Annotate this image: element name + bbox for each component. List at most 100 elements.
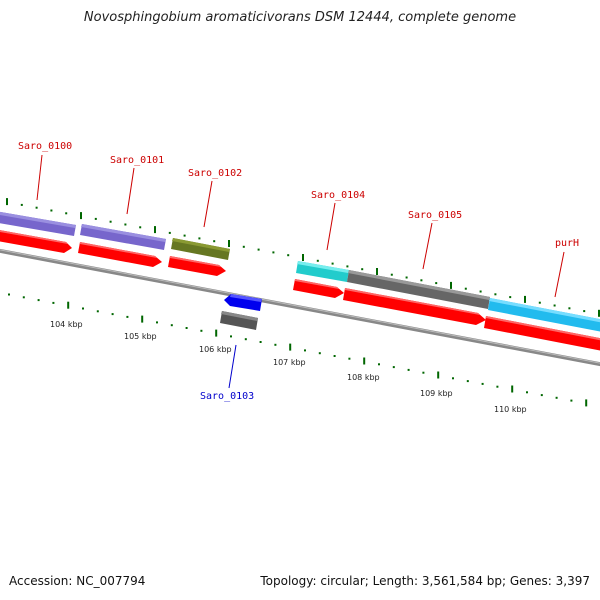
inner-tick-34 — [511, 385, 514, 393]
gene-label-purh[interactable]: purH — [555, 238, 579, 249]
outer-tick-7 — [109, 220, 112, 223]
outer-tick-0 — [6, 198, 8, 206]
inner-tick-36 — [540, 394, 543, 397]
outer-tick-13 — [198, 237, 201, 240]
outer-tick-33 — [494, 293, 497, 296]
outer-tick-1 — [20, 203, 23, 206]
inner-tick-9 — [141, 315, 144, 323]
gene-feature-6[interactable] — [484, 298, 600, 352]
gene-feature-4[interactable] — [293, 261, 349, 298]
gene-feature-1[interactable] — [78, 224, 166, 267]
gene-feature-5[interactable] — [343, 270, 490, 325]
cds-3-highlight — [230, 294, 262, 302]
inner-tick-17 — [259, 341, 262, 343]
outer-tick-38 — [568, 307, 571, 310]
outer-tick-30 — [450, 281, 452, 289]
gene-feature-0[interactable] — [0, 211, 76, 253]
cds-2-arrow — [168, 256, 226, 276]
inner-tick-5 — [82, 307, 84, 310]
cds-4-highlight — [295, 279, 339, 289]
inner-tick-12 — [185, 327, 188, 329]
kbp-label-108: 108 kbp — [347, 373, 380, 382]
inner-tick-20 — [304, 349, 306, 352]
gene-1-bar-highlight — [81, 224, 166, 242]
outer-tick-28 — [420, 279, 423, 282]
leader-line-saro-0105 — [422, 222, 433, 270]
outer-tick-6 — [94, 217, 97, 220]
gene-label-saro-0101[interactable]: Saro_0101 — [110, 155, 164, 166]
outer-tick-21 — [316, 259, 319, 262]
kbp-label-105: 105 kbp — [124, 332, 157, 341]
gene-5-bar — [347, 270, 490, 309]
outer-tick-32 — [479, 290, 482, 293]
outer-tick-24 — [361, 268, 364, 271]
inner-tick-3 — [52, 301, 55, 304]
gene-3-bar — [220, 311, 258, 330]
outer-tick-10 — [154, 226, 156, 234]
inner-tick-28 — [422, 371, 425, 374]
outer-tick-17 — [257, 248, 260, 251]
gene-label-saro-0103[interactable]: Saro_0103 — [200, 391, 254, 402]
inner-tick-16 — [244, 338, 247, 341]
gene-feature-3[interactable] — [220, 294, 262, 330]
outer-tick-5 — [80, 212, 82, 220]
inner-tick-33 — [496, 385, 499, 388]
gene-label-saro-0104[interactable]: Saro_0104 — [311, 190, 365, 201]
gene-label-leaders — [36, 154, 565, 389]
inner-tick-13 — [200, 329, 203, 332]
inner-tick-24 — [363, 357, 366, 365]
cds-6-highlight — [486, 316, 600, 341]
gene-4-bar — [296, 261, 349, 282]
cds-5-highlight — [345, 288, 480, 315]
kbp-label-104: 104 kbp — [50, 320, 83, 329]
outer-tick-31 — [464, 287, 467, 290]
gene-label-saro-0102[interactable]: Saro_0102 — [188, 168, 242, 179]
inner-tick-38 — [570, 399, 573, 402]
inner-tick-30 — [452, 377, 454, 380]
gene-3-bar-highlight — [221, 311, 258, 321]
inner-tick-31 — [466, 380, 469, 383]
outer-tick-36 — [538, 301, 541, 304]
outer-tick-37 — [553, 304, 556, 307]
outer-tick-track — [6, 198, 600, 317]
genome-backbone-highlight — [0, 249, 600, 364]
inner-tick-14 — [215, 329, 218, 337]
leader-line-saro-0102 — [203, 180, 213, 228]
inner-tick-23 — [348, 357, 351, 360]
gene-label-saro-0105[interactable]: Saro_0105 — [408, 210, 462, 221]
inner-tick-15 — [230, 335, 232, 338]
gene-0-bar-highlight — [0, 211, 76, 228]
inner-tick-7 — [111, 313, 114, 316]
cds-1-arrow — [78, 242, 162, 267]
leader-line-saro-0103 — [228, 344, 237, 389]
kbp-label-110: 110 kbp — [494, 405, 527, 414]
gene-6-bar — [488, 298, 600, 332]
inner-tick-11 — [170, 324, 173, 327]
inner-tick-29 — [437, 371, 440, 379]
gene-label-saro-0100[interactable]: Saro_0100 — [18, 141, 72, 152]
inner-tick-18 — [274, 343, 277, 346]
inner-tick-4 — [67, 301, 70, 309]
inner-tick-0 — [8, 293, 10, 296]
outer-tick-8 — [124, 223, 127, 226]
outer-tick-26 — [390, 273, 393, 276]
outer-tick-15 — [228, 240, 230, 247]
gene-4-bar-highlight — [297, 261, 349, 273]
cds-0-arrow — [0, 230, 72, 253]
kbp-label-107: 107 kbp — [273, 358, 306, 367]
inner-tick-32 — [481, 382, 484, 385]
gene-6-bar-highlight — [489, 298, 600, 323]
outer-tick-2 — [35, 206, 38, 209]
outer-tick-22 — [331, 262, 334, 265]
genome-backbone — [0, 248, 600, 367]
inner-tick-39 — [585, 399, 588, 407]
inner-tick-25 — [378, 363, 380, 366]
outer-tick-23 — [346, 265, 349, 268]
cds-4-arrow — [293, 279, 344, 298]
inner-tick-22 — [333, 355, 336, 357]
outer-tick-12 — [183, 234, 186, 237]
gene-feature-2[interactable] — [168, 238, 230, 276]
inner-tick-track — [8, 293, 588, 407]
gene-2-bar-highlight — [172, 238, 230, 252]
outer-tick-3 — [50, 209, 53, 212]
